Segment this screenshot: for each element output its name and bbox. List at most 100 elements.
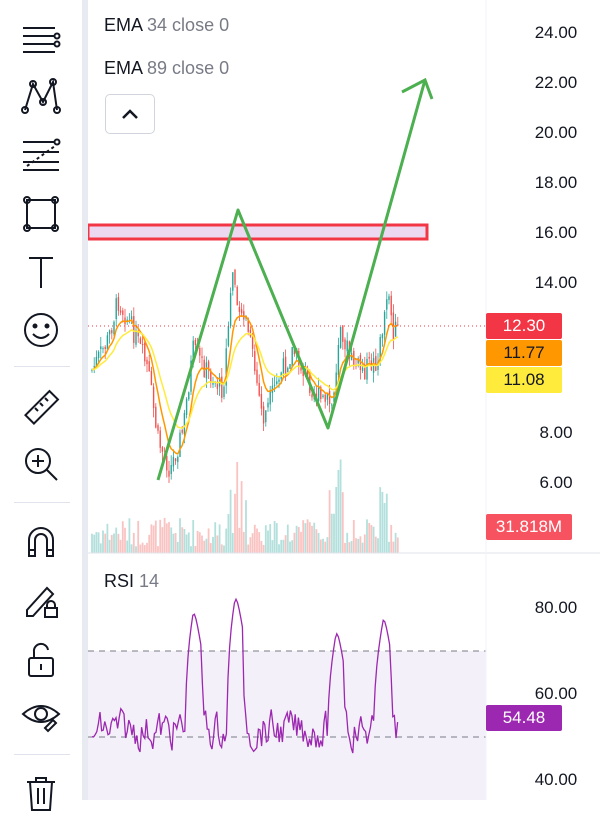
volume-bar [370,525,373,553]
volume-bar [348,542,351,553]
emoji-icon[interactable] [17,306,65,354]
volume-bar [317,532,320,553]
volume-bar [267,530,269,553]
volume-bar [374,536,377,553]
candle-body [212,382,214,385]
volume-bar [130,544,133,553]
ema34-params: 34 close 0 [147,15,230,35]
volume-bar [372,526,375,553]
volume-bar [306,519,309,553]
trash-icon[interactable] [17,768,65,816]
candle-body [144,342,146,362]
crosshair-lines-icon[interactable] [17,16,65,64]
volume-bar [91,533,93,553]
volume-bar [388,541,390,553]
chart-area[interactable]: EMA 34 close 0 EMA 89 close 0 24.00 22.00… [88,0,600,800]
volume-bar [143,545,146,553]
candle-body [106,335,109,350]
candle-body [117,297,120,311]
volume-bar [163,517,166,553]
rsi-band [88,651,486,800]
volume-bar [350,540,353,553]
eye-icon[interactable] [17,690,65,738]
candle-body [236,286,238,306]
candle-body [216,382,219,389]
magnet-icon[interactable] [17,518,65,566]
text-icon[interactable] [17,248,65,296]
pattern-icon[interactable] [17,72,65,120]
candle-body [278,379,280,382]
candle-body [337,344,340,375]
pencil-lock-icon[interactable] [17,576,65,624]
fib-icon[interactable] [17,130,65,178]
volume-bar [337,469,340,553]
candle-body [133,316,135,343]
volume-bar [212,536,214,553]
candle-body [342,325,344,342]
rsi-line[interactable] [91,597,399,754]
candle-body [328,390,331,404]
candle-body [357,358,359,364]
candle-body [161,447,164,452]
volume-bar [295,525,298,553]
candle-body [249,329,252,337]
chart-canvas[interactable] [88,0,600,800]
lock-icon[interactable] [17,636,65,684]
price-label: 16.00 [534,223,578,242]
volume-bar [139,544,142,553]
ema89-line[interactable] [91,329,399,430]
candle-body [194,340,197,345]
candle-body [168,470,170,477]
rsi-legend[interactable]: RSI 14 [104,571,159,592]
collapse-legend-button[interactable] [105,94,155,134]
candle-body [388,296,390,300]
price-label: 20.00 [534,123,578,142]
ruler-icon[interactable] [17,384,65,432]
volume-bar [291,540,294,553]
candle-body [331,404,333,406]
pattern-path[interactable] [156,79,427,481]
volume-bar [154,520,157,553]
volume-bar [117,533,120,553]
volume-bar [95,532,98,553]
candle-body [152,386,155,409]
volume-bar [308,522,311,553]
volume-bar [161,527,164,553]
candle-body [122,310,124,315]
volume-bar [333,513,335,553]
candle-body [238,306,241,312]
candle-body [273,384,276,386]
volume-bar [234,493,236,553]
volume-bar [209,543,212,553]
candle-body [139,338,142,344]
candle-body [293,347,296,355]
volume-bar [262,544,265,553]
candle-body [258,382,260,396]
candle-body [251,336,254,349]
rsi-label: 60.00 [534,684,578,703]
volume-bar [192,519,195,553]
toolbar-scrollbar[interactable] [82,0,88,800]
resistance-zone-rectangle[interactable] [88,223,429,241]
price-label: 24.00 [534,23,578,42]
candle-body [350,353,353,361]
candle-body [104,346,106,350]
candle-body [119,310,122,313]
volume-bar [251,533,254,553]
rectangle-icon[interactable] [17,190,65,238]
candle-body [188,392,190,400]
candle-body [97,351,100,359]
candle-body [221,376,223,398]
volume-bar [225,528,228,553]
candle-body [199,347,201,356]
volume-bar [293,532,296,553]
ema34-legend[interactable]: EMA 34 close 0 [104,15,229,36]
zoom-in-icon[interactable] [17,440,65,488]
rsi-name: RSI [104,571,135,591]
volume-bar [286,524,289,553]
candle-body [115,298,117,319]
volume-bar [108,539,111,553]
ema89-legend[interactable]: EMA 89 close 0 [104,58,229,79]
volume-bar [121,521,124,553]
volume-bar [113,533,115,553]
